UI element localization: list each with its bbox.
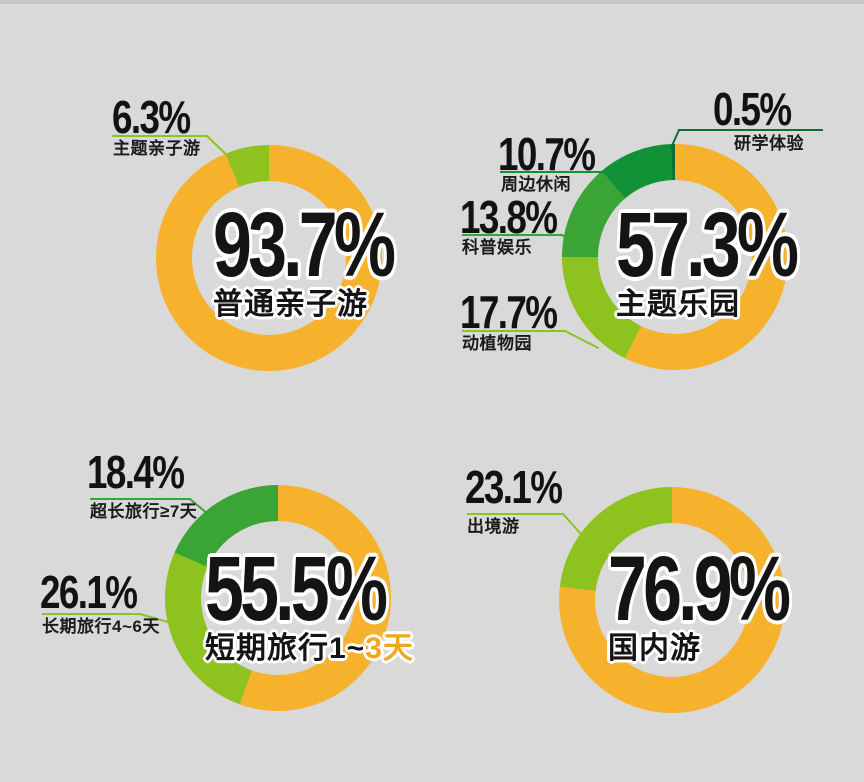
- center-value: 76.9%: [608, 538, 791, 640]
- callout-label: 动植物园: [462, 334, 532, 353]
- leader-line: [467, 513, 564, 515]
- leader-line: [462, 234, 563, 236]
- leader-line: [462, 330, 566, 332]
- leader-line: [678, 129, 823, 131]
- callout-value: 18.4%: [87, 446, 185, 498]
- top-edge-strip: [0, 0, 864, 4]
- donut-center-text: 93.7% 普通亲子游: [213, 194, 449, 321]
- callout-value: 23.1%: [465, 461, 563, 513]
- donut-ring: [559, 487, 785, 713]
- callout-label: 周边休闲: [501, 175, 571, 194]
- leader-line: [112, 135, 208, 137]
- leader-line: [562, 513, 582, 535]
- donut-ring: [562, 144, 788, 370]
- callout-value: 6.3%: [112, 91, 191, 143]
- callout-value: 17.7%: [460, 286, 558, 338]
- center-value: 93.7%: [213, 194, 396, 296]
- center-label: 普通亲子游: [213, 288, 368, 321]
- center-value: 55.5%: [205, 538, 388, 640]
- callout-label: 研学体验: [734, 134, 804, 153]
- callout-label: 科普娱乐: [462, 238, 532, 257]
- callout-label: 长期旅行4~6天: [42, 617, 160, 636]
- callout-value: 26.1%: [40, 566, 138, 618]
- center-label-prefix: 短期旅行1~: [205, 632, 366, 665]
- donut-ring: [156, 145, 382, 371]
- callout-label: 出境游: [467, 517, 520, 536]
- center-label: 短期旅行1~3天: [205, 633, 441, 665]
- callout-label: 主题亲子游: [113, 139, 201, 158]
- leader-line: [42, 613, 141, 615]
- donut-center-text: 76.9% 国内游: [608, 538, 844, 665]
- donut-ring: [165, 485, 391, 711]
- leader-line: [90, 498, 191, 500]
- donut-center-text: 57.3% 主题乐园: [616, 194, 852, 321]
- callout-value: 13.8%: [460, 191, 558, 243]
- center-value: 57.3%: [616, 194, 799, 296]
- donut-center-text: 55.5% 短期旅行1~3天: [205, 538, 441, 665]
- callout-value: 10.7%: [498, 128, 596, 180]
- center-label-highlight: 3天: [365, 632, 414, 665]
- callout-label: 超长旅行≥7天: [90, 502, 198, 521]
- center-label: 国内游: [608, 632, 701, 665]
- center-label: 主题乐园: [616, 288, 740, 321]
- leader-line: [500, 171, 604, 173]
- callout-value: 0.5%: [713, 83, 792, 135]
